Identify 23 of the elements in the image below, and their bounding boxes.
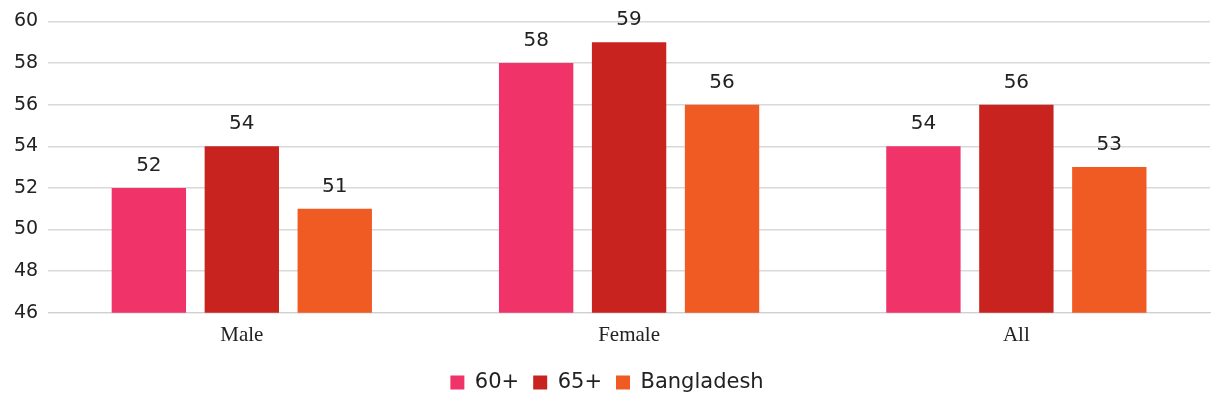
data-label: 59 [616,6,642,31]
data-label: 58 [523,27,549,52]
legend-label: 65+ [557,368,603,393]
y-tick-label: 52 [13,174,39,197]
y-tick-label: 54 [13,133,39,156]
legend-label: 60+ [474,368,520,393]
x-tick-label: Male [220,321,264,346]
y-tick-label: 48 [13,258,39,281]
data-label: 54 [229,110,255,135]
data-label: 54 [910,110,937,135]
y-tick-label: 60 [13,8,39,31]
y-tick-label: 46 [13,299,39,322]
x-tick-label: All [1002,321,1030,346]
data-label: 56 [709,68,735,93]
y-tick-label: 58 [13,49,39,72]
x-tick-label: Female [598,321,660,346]
y-tick-label: 50 [13,216,39,239]
data-label: 52 [136,152,162,177]
y-tick-label: 56 [13,91,39,114]
legend-label: Bangladesh [640,368,764,393]
data-label: 53 [1096,131,1123,156]
data-label: 51 [322,172,348,197]
data-label: 56 [1003,68,1030,93]
